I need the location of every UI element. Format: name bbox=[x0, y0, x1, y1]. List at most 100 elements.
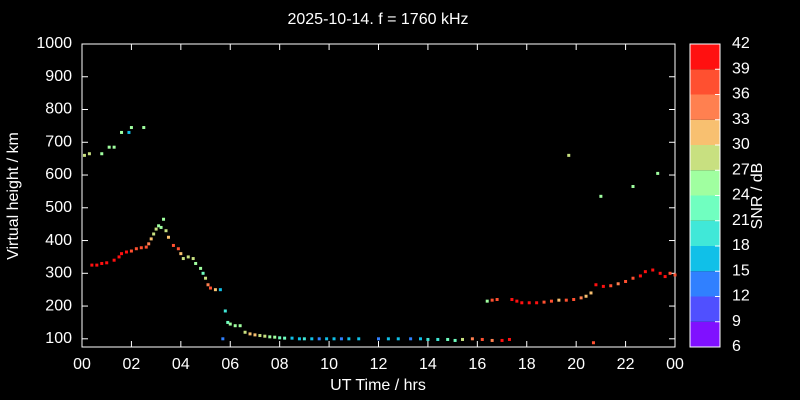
data-point bbox=[181, 257, 185, 261]
data-point bbox=[206, 283, 210, 287]
data-point bbox=[510, 298, 514, 302]
data-point bbox=[149, 237, 153, 241]
data-point bbox=[377, 337, 380, 341]
x-tick-label: 22 bbox=[617, 356, 635, 373]
x-tick-label: 02 bbox=[123, 356, 141, 373]
data-point bbox=[549, 299, 553, 303]
data-point bbox=[238, 324, 242, 328]
data-point bbox=[142, 126, 146, 130]
x-tick-label: 04 bbox=[172, 356, 190, 373]
data-point bbox=[631, 184, 635, 188]
colorbar-segment bbox=[690, 69, 720, 95]
colorbar-tick-label: 39 bbox=[732, 60, 750, 77]
x-tick-label: 20 bbox=[567, 356, 585, 373]
colorbar-tick-label: 21 bbox=[732, 212, 750, 229]
data-point bbox=[186, 255, 190, 259]
colorbar-tick-label: 15 bbox=[732, 262, 750, 279]
data-point bbox=[157, 224, 161, 228]
data-point bbox=[248, 332, 252, 336]
data-point bbox=[154, 227, 158, 231]
data-point bbox=[601, 284, 605, 288]
data-point bbox=[166, 235, 170, 239]
data-point bbox=[409, 337, 413, 341]
data-point bbox=[542, 300, 546, 304]
plot-frame bbox=[81, 43, 676, 348]
data-point bbox=[480, 337, 484, 341]
data-point bbox=[95, 263, 99, 267]
data-point bbox=[668, 271, 672, 275]
data-point bbox=[221, 337, 225, 341]
data-point bbox=[290, 336, 294, 340]
data-point bbox=[191, 257, 195, 261]
data-point bbox=[204, 276, 208, 280]
x-tick-label: 18 bbox=[518, 356, 536, 373]
data-point bbox=[105, 261, 109, 265]
y-axis-label: Virtual height / km bbox=[5, 132, 22, 260]
data-point bbox=[152, 232, 156, 236]
data-point bbox=[226, 320, 230, 324]
data-point bbox=[100, 152, 104, 156]
x-tick-label: 14 bbox=[419, 356, 437, 373]
data-point bbox=[162, 217, 166, 221]
y-tick-label: 100 bbox=[45, 330, 72, 347]
data-point bbox=[347, 337, 351, 341]
data-point bbox=[495, 298, 499, 302]
colorbar-segment bbox=[690, 94, 720, 120]
data-point bbox=[609, 284, 613, 288]
data-point bbox=[82, 153, 86, 157]
data-point bbox=[579, 296, 583, 300]
x-tick-label: 16 bbox=[468, 356, 486, 373]
data-point bbox=[179, 252, 183, 256]
colorbar-segment bbox=[690, 246, 720, 272]
x-tick-label: 12 bbox=[370, 356, 388, 373]
data-point bbox=[507, 337, 511, 341]
data-point bbox=[317, 337, 321, 341]
colorbar-tick-label: 36 bbox=[732, 86, 750, 103]
colorbar-segment bbox=[690, 119, 720, 145]
data-point bbox=[453, 338, 457, 342]
x-tick-label: 08 bbox=[271, 356, 289, 373]
data-point bbox=[386, 337, 390, 341]
data-point bbox=[208, 286, 212, 290]
colorbar-segment bbox=[690, 321, 720, 347]
data-point bbox=[253, 333, 257, 337]
y-tick-label: 300 bbox=[45, 265, 72, 282]
data-point bbox=[302, 337, 306, 341]
data-point bbox=[201, 271, 205, 275]
data-point bbox=[223, 309, 227, 313]
data-point bbox=[100, 261, 104, 265]
data-point bbox=[199, 266, 203, 270]
colorbar-tick-label: 27 bbox=[732, 161, 750, 178]
data-point bbox=[283, 336, 287, 340]
data-point bbox=[339, 337, 343, 341]
data-point bbox=[176, 247, 180, 251]
colorbar-label: SNR / dB bbox=[749, 163, 766, 230]
data-point bbox=[589, 291, 593, 295]
data-point bbox=[470, 337, 474, 341]
data-point bbox=[134, 247, 138, 251]
data-point bbox=[446, 337, 450, 341]
data-point bbox=[90, 263, 94, 267]
x-tick-label: 00 bbox=[666, 356, 684, 373]
data-point bbox=[599, 194, 603, 198]
colorbar-tick-label: 24 bbox=[732, 187, 750, 204]
x-tick-label: 00 bbox=[73, 356, 91, 373]
data-point bbox=[233, 324, 237, 328]
data-point bbox=[557, 298, 561, 302]
data-point bbox=[218, 288, 222, 292]
data-point bbox=[243, 330, 247, 334]
y-tick-label: 600 bbox=[45, 166, 72, 183]
data-point bbox=[87, 152, 91, 156]
data-point bbox=[258, 334, 262, 338]
data-point bbox=[624, 279, 628, 283]
data-point bbox=[616, 282, 620, 286]
data-point bbox=[164, 229, 168, 233]
data-point bbox=[663, 275, 667, 279]
data-point bbox=[520, 301, 524, 305]
colorbar-segment bbox=[690, 195, 720, 221]
data-point bbox=[485, 299, 489, 303]
data-point bbox=[567, 153, 571, 157]
x-tick-label: 10 bbox=[320, 356, 338, 373]
data-point bbox=[213, 288, 217, 292]
